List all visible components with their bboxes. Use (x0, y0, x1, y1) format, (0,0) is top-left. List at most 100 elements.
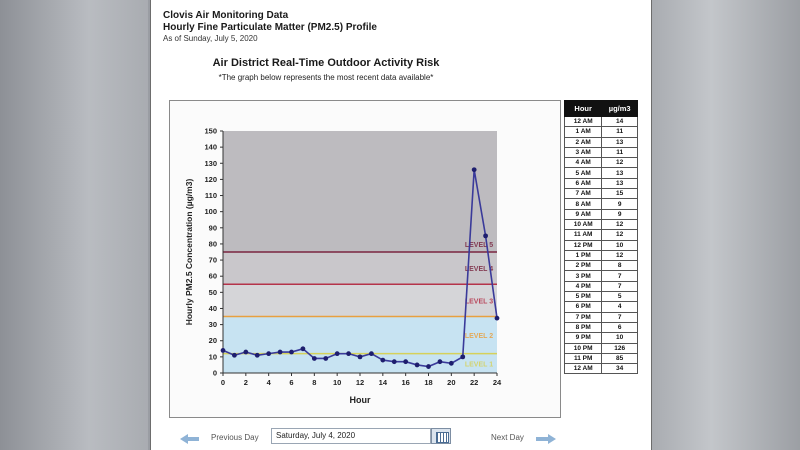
data-point (289, 349, 294, 355)
table-cell-hour: 5 PM (563, 291, 603, 303)
table-row: 5 AM 13 (563, 167, 638, 179)
table-cell-hour: 7 AM (563, 188, 603, 200)
data-point (277, 349, 283, 355)
data-point (266, 351, 272, 357)
table-row: 3 AM 11 (563, 146, 638, 159)
x-tick-label: 10 (333, 378, 341, 387)
y-tick-label: 140 (204, 143, 217, 152)
table-row: 7 AM 15 (563, 188, 638, 200)
data-point (243, 349, 249, 355)
table-body: 12 AM 14 1 AM 11 2 AM 13 3 AM 11 4 AM 12 5 AM 13 6 A… (563, 115, 638, 375)
level-badge-5: LEVEL 5 (465, 242, 493, 249)
data-point (448, 360, 454, 366)
table-cell-hour: 9 PM (563, 332, 603, 344)
table-row: 8 AM 9 (563, 198, 638, 210)
y-tick-label: 10 (209, 352, 217, 361)
data-point (334, 351, 340, 357)
table-cell-hour: 12 PM (563, 239, 603, 251)
table-cell-hour: 11 PM (563, 352, 603, 365)
table-cell-hour: 8 AM (563, 198, 603, 210)
x-tick-label: 14 (379, 378, 388, 387)
calendar-icon (436, 432, 449, 443)
table-row: 6 AM 13 (563, 177, 638, 190)
risk-band-4 (223, 252, 497, 285)
background-right (652, 0, 800, 450)
table-row: 8 PM 6 (563, 321, 638, 334)
table-cell-hour: 3 AM (563, 146, 603, 159)
table-cell-hour: 11 AM (563, 229, 603, 241)
level-badge-2: LEVEL 2 (465, 333, 493, 340)
y-tick-label: 40 (209, 304, 217, 313)
table-cell-hour: 10 PM (563, 342, 603, 354)
table-cell-value: 15 (601, 188, 638, 200)
table-cell-hour: 8 PM (563, 321, 603, 334)
x-tick-label: 6 (289, 378, 293, 387)
table-cell-value: 10 (601, 332, 638, 344)
x-tick-label: 8 (312, 378, 316, 387)
arrow-right-icon[interactable] (548, 434, 556, 444)
table-cell-hour: 12 AM (563, 115, 603, 128)
next-day-link[interactable]: Next Day (491, 433, 524, 442)
data-point (414, 362, 420, 368)
table-cell-hour: 4 AM (563, 157, 603, 169)
y-tick-label: 120 (204, 175, 217, 184)
y-tick-label: 60 (209, 272, 217, 281)
x-tick-label: 24 (493, 378, 502, 387)
arrow-left-tail[interactable] (187, 437, 199, 441)
table-cell-value: 126 (601, 342, 638, 354)
x-tick-label: 18 (424, 378, 432, 387)
table-cell-hour: 7 PM (563, 311, 603, 323)
hourly-table-container: Hour µg/m3 12 AM 14 1 AM 11 2 AM 13 3 AM 11 4 AM… (563, 100, 638, 375)
risk-band-3 (223, 284, 497, 317)
y-tick-label: 50 (209, 288, 217, 297)
table-cell-value: 7 (601, 270, 638, 282)
table-cell-value: 13 (601, 177, 638, 190)
table-cell-value: 34 (601, 363, 638, 375)
previous-day-link[interactable]: Previous Day (211, 433, 259, 442)
table-row: 2 AM 13 (563, 136, 638, 148)
table-cell-value: 9 (601, 208, 638, 220)
background-left (0, 0, 148, 450)
table-cell-hour: 1 AM (563, 126, 603, 138)
table-cell-value: 12 (601, 249, 638, 262)
level-badge-1: LEVEL 1 (465, 361, 493, 368)
data-point (232, 352, 237, 358)
table-row: 9 AM 9 (563, 208, 638, 220)
y-tick-label: 0 (213, 369, 217, 378)
arrow-left-icon[interactable] (180, 434, 188, 444)
table-cell-value: 7 (601, 280, 638, 293)
y-tick-label: 130 (204, 159, 217, 168)
table-cell-value: 8 (601, 260, 638, 272)
arrow-right-tail[interactable] (536, 437, 548, 441)
table-cell-hour: 9 AM (563, 208, 603, 220)
table-row: 12 PM 10 (563, 239, 638, 251)
x-tick-label: 20 (447, 378, 455, 387)
y-tick-label: 80 (209, 239, 217, 248)
hourly-table: Hour µg/m3 12 AM 14 1 AM 11 2 AM 13 3 AM 11 4 AM… (563, 100, 638, 375)
x-tick-label: 0 (221, 378, 225, 387)
table-cell-value: 6 (601, 321, 638, 334)
table-cell-value: 12 (601, 157, 638, 169)
y-tick-label: 20 (209, 336, 217, 345)
table-cell-hour: 12 AM (563, 363, 603, 375)
table-cell-hour: 6 AM (563, 177, 603, 190)
table-row: 1 AM 11 (563, 126, 638, 138)
data-point (357, 354, 363, 360)
table-cell-value: 85 (601, 352, 638, 365)
table-cell-value: 4 (601, 301, 638, 313)
y-tick-label: 110 (205, 191, 217, 200)
table-header-unit: µg/m3 (601, 100, 638, 117)
table-row: 11 AM 12 (563, 229, 638, 241)
data-point (220, 348, 226, 353)
table-row: 6 PM 4 (563, 301, 638, 313)
date-input[interactable] (271, 428, 431, 444)
table-cell-hour: 6 PM (563, 301, 603, 313)
calendar-button[interactable] (431, 428, 451, 444)
table-header-row: Hour µg/m3 (563, 100, 638, 117)
table-cell-hour: 2 AM (563, 136, 603, 148)
data-point (403, 359, 409, 365)
table-cell-hour: 1 PM (563, 249, 603, 262)
page-subtitle: Hourly Fine Particulate Matter (PM2.5) P… (163, 22, 377, 33)
monitoring-page: Clovis Air Monitoring Data Hourly Fine P… (150, 0, 652, 450)
